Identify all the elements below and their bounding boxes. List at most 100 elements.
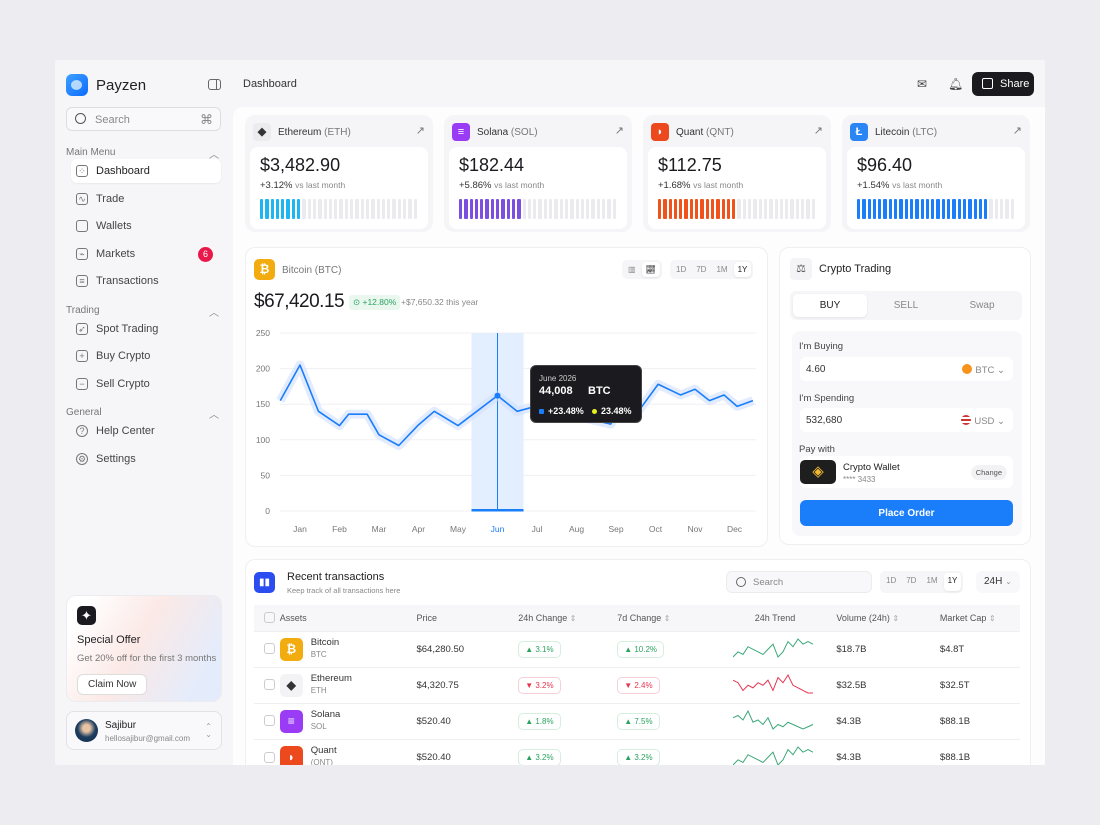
trend-sparkline bbox=[732, 673, 813, 693]
bell-icon[interactable]: 🔔︎ bbox=[948, 77, 964, 91]
nav-section-trading[interactable]: Trading ︿ bbox=[66, 304, 219, 319]
row-checkbox[interactable] bbox=[264, 715, 275, 727]
range-tab-7d[interactable]: 7D bbox=[696, 265, 707, 274]
asset-symbol: ETH bbox=[310, 686, 327, 695]
special-offer-card: ✦ Special Offer Get 20% off for the firs… bbox=[66, 595, 222, 702]
arrow-up-right-icon[interactable]: ↗ bbox=[415, 125, 425, 137]
receipt-icon: ≡ bbox=[76, 275, 88, 287]
wallet-name: Crypto Wallet bbox=[843, 462, 900, 473]
table-row[interactable]: ◆ Ethereum ETH $4,320.75 ▼ 3.2% ▼ 2.4% $32… bbox=[254, 666, 1020, 703]
progress-bar-segment bbox=[511, 199, 516, 219]
y-tick-label: 150 bbox=[256, 399, 270, 409]
progress-bar-segment bbox=[281, 199, 285, 219]
progress-bar-segment bbox=[397, 199, 402, 219]
column-header[interactable]: Volume (24h) ⇕ bbox=[836, 612, 900, 623]
arrow-up-right-icon[interactable]: ↗ bbox=[813, 125, 823, 137]
chevron-up-icon[interactable]: ︿ bbox=[209, 307, 219, 319]
column-header[interactable]: Price bbox=[416, 612, 437, 623]
ticker-card-ethereum[interactable]: ◆ Ethereum (ETH) ↗ $3,482.90 +3.12% vs l… bbox=[245, 115, 433, 232]
row-checkbox[interactable] bbox=[264, 679, 275, 691]
trend-sparkline bbox=[732, 709, 814, 730]
progress-bar-segment bbox=[748, 199, 752, 219]
sidebar-item-wallets[interactable]: Wallets bbox=[71, 214, 221, 238]
tab-sell[interactable]: SELL bbox=[893, 300, 919, 311]
select-all-checkbox[interactable] bbox=[254, 605, 280, 631]
progress-bar-segment bbox=[663, 199, 667, 219]
sidebar-item-sell-crypto[interactable]: − Sell Crypto bbox=[71, 372, 221, 396]
table-row[interactable]: ₿ Bitcoin BTC $64,280.50 ▲ 3.1% ▲ 10.2% $1… bbox=[254, 630, 1020, 667]
ticker-card-litecoin[interactable]: Ł Litecoin (LTC) ↗ $96.40 +1.54% vs last… bbox=[842, 115, 1030, 232]
progress-bar-segment bbox=[350, 199, 354, 219]
sidebar: Payzen Search ⌘ Main Menu ︿ ⁘ Dashboard ∿ Trad… bbox=[55, 60, 233, 765]
progress-bar bbox=[459, 199, 616, 219]
place-order-button[interactable]: Place Order bbox=[800, 500, 1013, 526]
progress-bar-segment bbox=[679, 199, 683, 219]
sidebar-item-settings[interactable]: ⚙ Settings bbox=[76, 452, 136, 465]
range-tab-1y[interactable]: 1Y bbox=[733, 262, 752, 277]
row-checkbox[interactable] bbox=[264, 643, 275, 655]
tab-buy[interactable]: BUY bbox=[793, 294, 867, 317]
range-tab-1d[interactable]: 1D bbox=[676, 265, 687, 274]
search-icon bbox=[736, 577, 746, 587]
sidebar-item-markets[interactable]: ⌁ Markets 6 bbox=[71, 242, 221, 266]
btc-line-chart[interactable]: 0 50 100 150 200 250 Jan Feb Mar Apr May Jun Jul Aug S… bbox=[246, 248, 769, 548]
period-select[interactable]: 24H ⌄ bbox=[976, 571, 1020, 593]
claim-now-button[interactable]: Claim Now bbox=[77, 674, 148, 695]
arrow-up-right-icon[interactable]: ↗ bbox=[614, 125, 624, 137]
market-cap-cell: $88.1B bbox=[939, 702, 1020, 739]
coin-name: Quant (QNT) bbox=[676, 127, 734, 138]
line-chart-icon[interactable]: 📈︎ bbox=[641, 262, 660, 277]
tab-swap[interactable]: Swap bbox=[969, 300, 995, 311]
sidebar-item-transactions[interactable]: ≡ Transactions bbox=[71, 269, 221, 293]
sidebar-search-input[interactable]: Search ⌘ bbox=[66, 107, 221, 131]
range-tab-1m[interactable]: 1M bbox=[926, 576, 938, 585]
ticker-card-solana[interactable]: ≡ Solana (SOL) ↗ $182.44 +5.86% vs last … bbox=[444, 115, 632, 232]
progress-bar-segment bbox=[323, 199, 327, 219]
progress-bar-segment bbox=[769, 199, 773, 219]
progress-bar-segment bbox=[559, 199, 563, 219]
buy-currency-select[interactable]: BTC ⌄ bbox=[962, 364, 1005, 376]
column-header[interactable]: 7d Change ⇕ bbox=[617, 612, 671, 623]
range-tab-1y[interactable]: 1Y bbox=[943, 573, 962, 591]
spend-currency-select[interactable]: USD ⌄ bbox=[961, 415, 1005, 427]
column-header[interactable]: Assets bbox=[279, 612, 307, 623]
progress-bar-segment bbox=[872, 199, 877, 219]
x-tick-label: Sep bbox=[608, 524, 623, 534]
arrow-up-right-icon[interactable]: ↗ bbox=[1012, 125, 1022, 137]
progress-bar-segment bbox=[607, 199, 611, 219]
sidebar-item-help-center[interactable]: ? Help Center bbox=[71, 419, 221, 443]
bitcoin-chart-card: ₿ Bitcoin (BTC) $67,420.15 ⊙ +12.80% +$7… bbox=[245, 247, 768, 547]
btc-price: $67,420.15 bbox=[254, 291, 345, 312]
progress-bar-segment bbox=[673, 199, 678, 219]
change-wallet-button[interactable]: Change bbox=[970, 465, 1007, 480]
buying-amount-input[interactable]: 4.60 BTC ⌄ bbox=[800, 357, 1013, 381]
progress-bar-segment bbox=[931, 199, 935, 219]
range-tab-1m[interactable]: 1M bbox=[716, 265, 728, 274]
data-point[interactable] bbox=[494, 392, 501, 399]
bar-chart-icon[interactable]: ▥ bbox=[628, 265, 636, 274]
table-row[interactable]: ◗ Quant (QNT) $520.40 ▲ 3.2% ▲ 3.2% $4.3B … bbox=[254, 738, 1020, 765]
spending-amount-input[interactable]: 532,680 USD ⌄ bbox=[800, 408, 1013, 432]
sidebar-item-trade[interactable]: ∿ Trade bbox=[71, 187, 221, 211]
nav-section-main-menu[interactable]: Main Menu ︿ bbox=[66, 147, 219, 161]
column-header[interactable]: 24h Change ⇕ bbox=[518, 612, 577, 623]
user-profile[interactable]: Sajibur hellosajibur@gmail.com ⌃ ⌄ bbox=[66, 711, 222, 750]
sidebar-item-buy-crypto[interactable]: + Buy Crypto bbox=[71, 344, 221, 368]
nav-section-general[interactable]: General ︿ bbox=[66, 407, 219, 421]
range-tab-1d[interactable]: 1D bbox=[886, 576, 897, 585]
range-tab-7d[interactable]: 7D bbox=[906, 576, 917, 585]
table-row[interactable]: ≡ Solana SOL $520.40 ▲ 1.8% ▲ 7.5% $4.3B $… bbox=[254, 702, 1020, 739]
transactions-search-input[interactable]: Search bbox=[726, 571, 872, 593]
row-checkbox[interactable] bbox=[264, 751, 275, 763]
share-button[interactable]: Share bbox=[972, 72, 1034, 96]
sidebar-toggle-icon[interactable] bbox=[208, 79, 221, 90]
chevron-up-icon[interactable]: ︿ bbox=[209, 410, 219, 421]
ticker-card-quant[interactable]: ◗ Quant (QNT) ↗ $112.75 +1.68% vs last m… bbox=[643, 115, 831, 232]
sidebar-item-spot-trading[interactable]: ➶ Spot Trading bbox=[71, 317, 221, 341]
progress-bar-segment bbox=[774, 199, 778, 219]
column-header[interactable]: Market Cap ⇕ bbox=[939, 612, 996, 623]
sidebar-item-dashboard[interactable]: ⁘ Dashboard bbox=[71, 159, 221, 183]
chevron-up-icon[interactable]: ︿ bbox=[209, 150, 219, 161]
market-cap-cell: $88.1B bbox=[939, 738, 1020, 765]
mail-icon[interactable]: ✉ bbox=[917, 77, 928, 91]
